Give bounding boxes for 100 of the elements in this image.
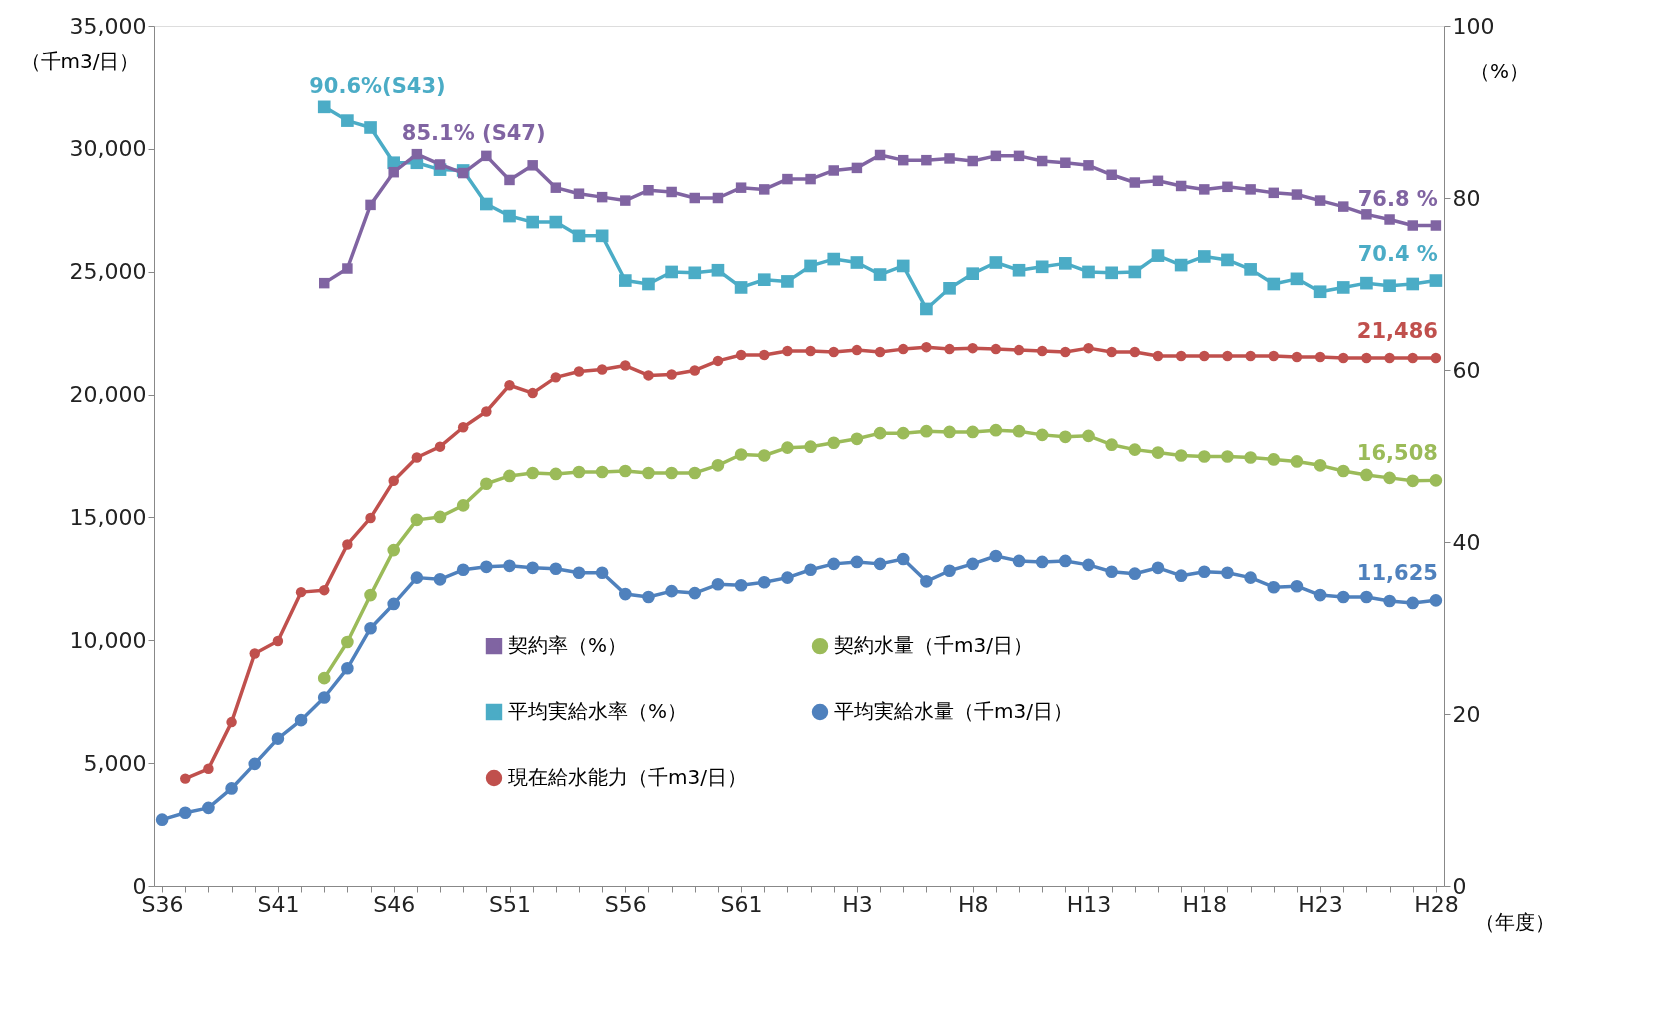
point: [1012, 424, 1026, 438]
point: [712, 192, 724, 204]
point: [503, 469, 516, 483]
point: [873, 557, 887, 571]
y-tick-label: 30,000: [69, 136, 147, 162]
point: [527, 387, 538, 399]
point: [1407, 352, 1418, 364]
point: [203, 763, 214, 775]
point: [943, 281, 956, 295]
point: [896, 426, 910, 440]
point: [874, 346, 886, 358]
point: [1383, 594, 1396, 608]
point: [873, 426, 887, 440]
point: [410, 571, 424, 584]
point: [549, 562, 563, 576]
point: [433, 510, 447, 524]
point: [805, 173, 816, 185]
point: [1128, 443, 1142, 456]
point: [271, 732, 285, 745]
point: [1106, 169, 1117, 181]
point: [757, 273, 771, 287]
point: [1222, 350, 1233, 362]
point: [317, 671, 331, 685]
point: [457, 422, 469, 433]
point: [618, 464, 632, 478]
data-label: 16,508: [1356, 441, 1438, 466]
y-tick-label: 20,000: [69, 382, 147, 408]
point: [1267, 277, 1281, 291]
point: [481, 406, 492, 417]
point: [618, 274, 632, 287]
point: [734, 448, 748, 461]
point: [1336, 590, 1350, 604]
legend-label: 契約水量（千m3/日）: [834, 633, 1033, 658]
point: [456, 563, 470, 577]
point: [1429, 594, 1443, 607]
point: [1430, 220, 1442, 231]
point: [549, 467, 563, 481]
point: [851, 344, 863, 356]
y-tick-label: 15,000: [69, 504, 147, 530]
y-tick-label: 10,000: [69, 627, 147, 653]
point: [1245, 184, 1256, 195]
point: [1384, 214, 1395, 225]
point: [781, 441, 794, 454]
point: [550, 182, 562, 193]
point: [782, 345, 793, 357]
point: [1245, 350, 1256, 362]
point: [364, 121, 377, 134]
y2-tick-label: 20: [1452, 701, 1481, 727]
point: [480, 197, 493, 211]
point: [318, 584, 330, 596]
point: [1361, 209, 1372, 220]
point: [225, 782, 238, 795]
point: [1336, 281, 1350, 294]
point: [1383, 471, 1396, 485]
point: [249, 648, 260, 659]
point: [689, 365, 701, 376]
point: [1175, 180, 1187, 192]
point: [318, 277, 330, 289]
point: [1360, 468, 1373, 482]
point: [1036, 155, 1048, 167]
point: [1313, 459, 1327, 472]
point: [341, 114, 354, 127]
point: [1059, 554, 1072, 568]
point: [735, 182, 747, 193]
point: [643, 370, 654, 381]
point: [1197, 565, 1211, 579]
point: [1360, 276, 1373, 290]
point: [1012, 554, 1026, 568]
point: [759, 184, 770, 195]
point: [759, 349, 770, 361]
point: [1406, 474, 1420, 488]
point: [526, 561, 539, 575]
y2-tick-label: 80: [1452, 185, 1481, 211]
point: [1035, 555, 1049, 569]
point: [989, 549, 1003, 563]
point: [666, 186, 677, 198]
point: [1267, 580, 1281, 594]
point: [387, 543, 401, 557]
point: [226, 716, 237, 728]
point: [410, 513, 424, 527]
point: [1383, 279, 1396, 293]
point: [1083, 160, 1094, 171]
point: [620, 360, 631, 371]
point: [595, 465, 609, 479]
point: [526, 466, 539, 480]
x-tick-label: H23: [1298, 891, 1343, 917]
point: [248, 757, 262, 771]
x-tick-label: S46: [373, 891, 416, 917]
point: [480, 477, 493, 491]
point: [966, 267, 980, 280]
point: [572, 566, 586, 580]
point: [202, 801, 215, 815]
data-label: 11,625: [1356, 561, 1438, 586]
y-axis-title: （千m3/日）: [20, 48, 140, 73]
point: [920, 302, 933, 316]
point: [294, 713, 308, 727]
point: [1105, 565, 1118, 579]
point: [1407, 220, 1418, 231]
point: [1197, 250, 1211, 263]
point: [1035, 260, 1049, 274]
